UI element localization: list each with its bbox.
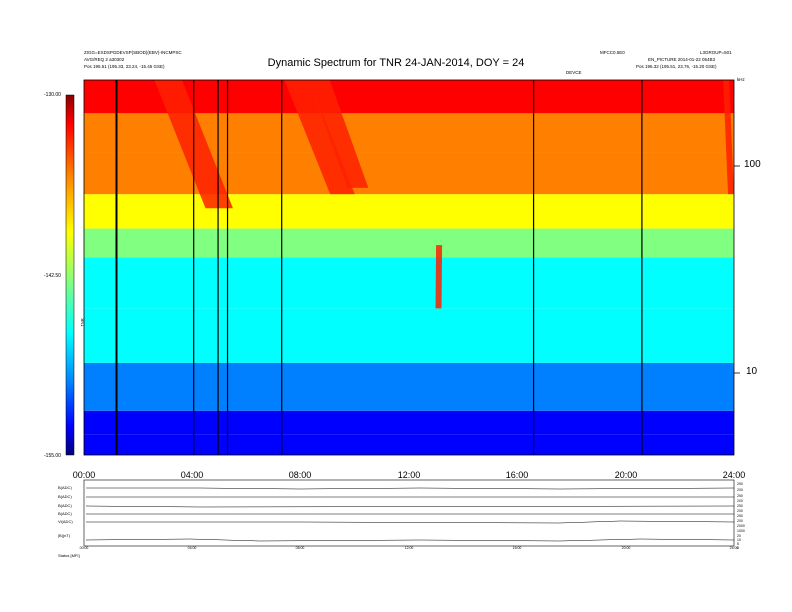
strip-right-6: 200 [737,509,743,513]
right-axis-tick-10: 10 [746,366,758,377]
strip-frame [83,479,735,547]
strip-right-3: 250 [737,494,743,498]
spectrum-burst-1 [284,80,355,195]
strip-x-tick-1: 00:00 [79,546,89,550]
strip-right-9: 2000 [737,524,745,528]
khz-label: kHz [737,77,745,82]
strip-right-10: 1000 [737,529,745,533]
spectrum-band-1 [84,410,734,435]
x-tick-0000: 00:00 [72,470,96,480]
strip-traces [85,487,735,542]
spectrum-band-0 [84,434,734,455]
spectrum-band-5 [84,228,734,258]
spectrum-burst-3 [723,80,734,195]
meta-right-3: Pos 195.32 (195.51, 23.76, -15.20 GSE) [636,64,717,69]
strip-label-3: B(ADC) [58,503,72,508]
spectrum-gaps [115,80,643,455]
strip-x-tick-3: 08:00 [295,546,305,550]
x-tick-1200: 12:00 [397,470,421,480]
chart-title: Dynamic Spectrum for TNR 24-JAN-2014, DO… [267,57,525,69]
strip-x-tick-6: 20:00 [621,546,631,550]
strip-x-tick-4: 12:00 [404,546,414,550]
spectrum-band-3 [84,308,734,363]
strip-x-tick-2: 04:00 [187,546,197,550]
colorbar [65,94,75,456]
strip-right-14: 0 [737,546,739,550]
spectrum-band-4 [84,257,734,309]
spectrum-bands [84,80,734,455]
meta-right-2: EN_PICTURE 2014-01-22 054B3 [648,57,716,62]
strip-right-7: 250 [737,514,743,518]
x-tick-1600: 16:00 [505,470,529,480]
strip-label-5: Vl(ADC) [58,519,73,524]
strip-footer: Status [MFI] [58,553,80,558]
strip-right-2: 200 [737,488,743,492]
spectrum-band-7 [84,152,734,195]
spectrum-band-6 [84,194,734,229]
strip-right-13: 5 [737,542,739,546]
x-tick-0400: 04:00 [180,470,204,480]
strip-right-5: 250 [737,504,743,508]
strip-label-2: B(ADC) [58,494,72,499]
strip-label-6: |B|(nT) [58,533,71,538]
strip-right-8: 200 [737,519,743,523]
plot-frame [83,79,735,456]
spectrum-burst-2 [308,80,369,188]
x-tick-2400: 24:00 [722,470,746,480]
meta-left-2: AVG/REQ 2 a30302 [84,57,125,62]
strip-x-tick-5: 16:00 [512,546,522,550]
strip-label-1: B(ADC) [58,485,72,490]
right-axis [734,165,740,374]
meta-left-3: Pos 195.51 (195.33, 23.24, -15.45 GSE) [84,64,165,69]
x-tick-0800: 08:00 [288,470,312,480]
strip-label-4: B(ADC) [58,511,72,516]
right-axis-tick-100: 100 [744,159,761,170]
strip-x-tick-7: 24:00 [729,546,739,550]
spectrum-burst-4 [435,245,443,309]
x-tick-2000: 20:00 [614,470,638,480]
meta-mid-2: DEVCE [566,70,582,75]
strip-right-4: 200 [737,499,743,503]
colorbar-mid-label: -142.50 [44,273,61,279]
colorbar-bottom-label: -155.00 [44,453,61,459]
strip-right-12: 10 [737,538,741,542]
strip-right-1: 250 [737,482,743,486]
meta-mid: MFCC0.5E0 [600,50,625,55]
meta-right-1: L3GROUP=501 [700,50,732,55]
spectrum-band-2 [84,362,734,411]
colorbar-top-label: -130.00 [44,92,61,98]
meta-left-1: ZIGG=EXDSPGDEVSP(SBOD)(EBV)-INCMPSC [84,50,182,55]
strip-right-11: 20 [737,534,741,538]
